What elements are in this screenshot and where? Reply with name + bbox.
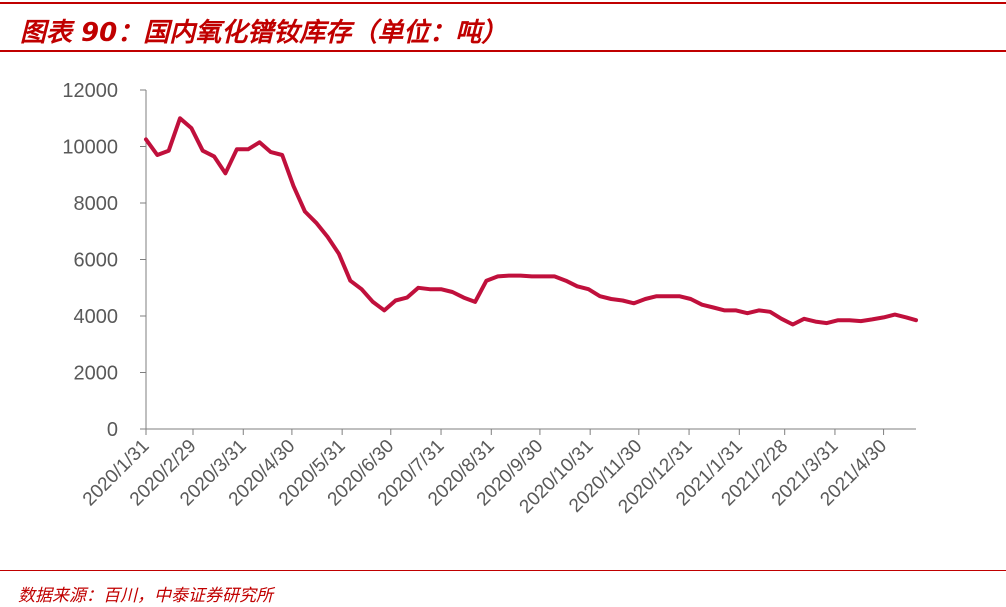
data-point bbox=[745, 311, 750, 315]
data-point bbox=[462, 296, 466, 300]
data-point bbox=[167, 149, 171, 153]
data-point bbox=[155, 153, 159, 157]
data-point bbox=[575, 284, 579, 288]
data-point bbox=[904, 315, 908, 319]
data-point bbox=[246, 147, 250, 151]
data-point bbox=[677, 294, 681, 298]
data-point bbox=[189, 126, 193, 130]
data-point bbox=[394, 298, 398, 303]
data-point bbox=[326, 235, 330, 239]
y-tick-label: 8000 bbox=[74, 193, 119, 215]
data-point bbox=[586, 287, 591, 291]
data-point bbox=[779, 317, 784, 321]
data-point bbox=[314, 221, 318, 225]
title-top-rule bbox=[0, 2, 1006, 4]
y-tick-label: 10000 bbox=[62, 137, 118, 159]
data-point bbox=[178, 116, 182, 120]
data-point bbox=[802, 317, 806, 321]
data-point bbox=[405, 296, 409, 300]
data-point bbox=[768, 310, 772, 314]
data-point bbox=[450, 290, 454, 294]
series-line bbox=[144, 116, 918, 327]
data-point bbox=[530, 274, 534, 278]
data-point bbox=[893, 313, 897, 317]
source-rule bbox=[0, 570, 1006, 571]
data-point bbox=[541, 274, 545, 278]
data-point bbox=[212, 154, 216, 158]
data-point bbox=[598, 294, 602, 298]
data-point bbox=[201, 149, 205, 153]
data-point bbox=[496, 274, 500, 278]
data-point bbox=[564, 279, 568, 283]
data-point bbox=[280, 153, 284, 157]
series-layer bbox=[144, 116, 918, 327]
data-point bbox=[439, 287, 443, 291]
data-point bbox=[144, 137, 148, 141]
data-point bbox=[882, 315, 886, 319]
data-point bbox=[235, 147, 239, 151]
data-point bbox=[609, 297, 613, 301]
data-point bbox=[813, 320, 818, 324]
data-point bbox=[914, 318, 918, 322]
data-point bbox=[428, 287, 432, 291]
data-point bbox=[303, 209, 307, 214]
y-tick-label: 0 bbox=[107, 419, 118, 441]
line-chart: 0 2000 4000 6000 8000 10000 12000 2020/1/31202… bbox=[62, 80, 918, 518]
data-point bbox=[291, 184, 296, 188]
data-point bbox=[632, 301, 636, 305]
data-point bbox=[382, 308, 386, 312]
title-bar: 图表 90：国内氧化镨钕库存（单位：吨） bbox=[0, 0, 1006, 52]
data-point bbox=[371, 300, 375, 304]
data-point bbox=[643, 297, 647, 301]
data-point bbox=[825, 321, 829, 325]
y-tick-label: 12000 bbox=[62, 80, 118, 102]
data-point bbox=[859, 319, 863, 323]
source-note: 数据来源：百川，中泰证券研究所 bbox=[18, 586, 273, 606]
y-tick-label: 2000 bbox=[74, 363, 119, 385]
data-point bbox=[711, 305, 716, 310]
data-point bbox=[734, 308, 738, 312]
data-point bbox=[666, 294, 670, 298]
data-point bbox=[337, 252, 341, 256]
x-axis: 2020/1/312020/2/292020/3/312020/4/302020… bbox=[79, 428, 916, 518]
data-point bbox=[655, 294, 659, 298]
data-point bbox=[484, 279, 488, 283]
y-axis: 0 2000 4000 6000 8000 10000 12000 bbox=[62, 80, 147, 441]
data-point bbox=[473, 300, 477, 304]
y-tick-label: 4000 bbox=[74, 306, 119, 328]
data-point bbox=[507, 274, 511, 278]
data-point bbox=[689, 297, 693, 301]
data-point bbox=[552, 274, 557, 278]
data-point bbox=[700, 303, 704, 307]
data-point bbox=[416, 286, 420, 290]
data-point bbox=[621, 298, 625, 303]
data-point bbox=[360, 287, 364, 291]
data-point bbox=[791, 322, 795, 327]
data-point bbox=[870, 317, 874, 321]
data-point bbox=[847, 318, 852, 322]
data-point bbox=[269, 150, 273, 154]
y-tick-label: 6000 bbox=[74, 250, 119, 272]
data-point bbox=[223, 171, 227, 175]
data-point bbox=[723, 308, 727, 312]
data-point bbox=[257, 140, 262, 144]
data-point bbox=[757, 308, 761, 312]
data-point bbox=[836, 318, 840, 322]
data-point bbox=[348, 279, 352, 283]
chart-title: 图表 90：国内氧化镨钕库存（单位：吨） bbox=[20, 18, 508, 48]
data-point bbox=[518, 274, 523, 278]
title-bottom-rule bbox=[0, 50, 1006, 52]
